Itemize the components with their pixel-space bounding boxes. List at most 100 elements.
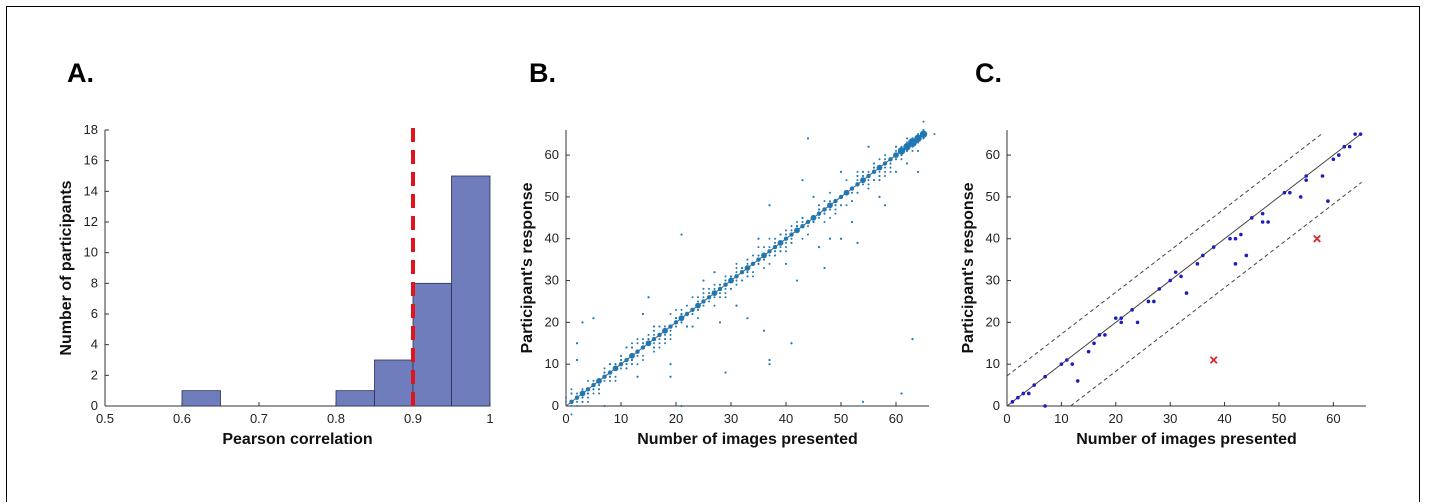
outlier-point <box>608 363 612 366</box>
response-point <box>790 225 793 228</box>
response-point <box>702 287 705 290</box>
hist-x-axis-label: Pearson correlation <box>222 431 372 448</box>
response-point <box>647 338 650 341</box>
response-point <box>884 170 886 173</box>
response-point <box>774 241 776 244</box>
response-point <box>587 400 589 403</box>
response-point <box>719 287 721 290</box>
included-point <box>1168 278 1172 283</box>
histogram-bar <box>181 390 221 407</box>
included-point <box>1130 308 1134 312</box>
response-point <box>884 154 886 157</box>
scatter-b-y-tick-label: 0 <box>552 398 559 413</box>
response-point <box>598 388 600 391</box>
response-point <box>785 229 787 232</box>
outlier-point <box>911 337 914 341</box>
response-point <box>790 229 793 232</box>
diagonal-point <box>574 395 580 400</box>
response-point <box>790 237 793 240</box>
response-point <box>713 296 716 299</box>
diagonal-point <box>805 219 811 225</box>
outlier-point <box>784 262 788 265</box>
response-point <box>895 158 897 161</box>
response-point <box>620 359 622 361</box>
scatter-b-x-axis-label: Number of images presented <box>637 431 858 448</box>
response-point <box>592 392 595 395</box>
response-point <box>581 400 584 403</box>
response-point <box>774 246 776 249</box>
included-point <box>1032 383 1036 387</box>
response-point <box>796 221 798 223</box>
response-point <box>741 267 743 269</box>
included-point <box>1179 274 1183 279</box>
included-point <box>1342 144 1347 149</box>
outlier-point <box>575 342 579 345</box>
panel-c-label: C. <box>975 58 1002 88</box>
response-point <box>697 304 699 307</box>
included-point <box>1026 391 1031 396</box>
response-point <box>845 179 848 182</box>
response-point <box>895 149 897 152</box>
response-point <box>873 162 875 165</box>
response-point <box>818 216 820 219</box>
response-point <box>757 262 760 265</box>
response-point <box>856 170 859 173</box>
response-point <box>834 208 837 211</box>
response-point <box>697 300 699 303</box>
response-point <box>878 166 881 169</box>
scatter-b-y-tick-label: 40 <box>545 231 559 246</box>
response-point <box>845 191 848 194</box>
response-point <box>620 367 622 370</box>
bound-line <box>1070 181 1362 407</box>
response-point <box>576 400 578 403</box>
hist-x-tick-label: 0.7 <box>250 411 268 426</box>
diagonal-point <box>612 365 619 372</box>
response-point <box>675 317 677 320</box>
response-point <box>708 287 710 290</box>
response-point <box>636 354 639 357</box>
response-point <box>653 350 655 353</box>
included-point <box>1173 270 1178 274</box>
included-point <box>1347 144 1352 149</box>
outlier-point <box>746 317 749 320</box>
included-point <box>1298 195 1303 199</box>
response-point <box>719 296 721 299</box>
response-point <box>774 237 776 240</box>
diagonal-point <box>678 315 685 322</box>
outlier-point <box>680 404 683 408</box>
response-point <box>653 333 655 336</box>
response-point <box>702 296 705 299</box>
scatter-b-x-tick-label: 50 <box>834 411 848 426</box>
included-point <box>1010 400 1015 404</box>
response-point <box>922 133 925 136</box>
response-point <box>911 145 914 148</box>
response-point <box>708 296 710 299</box>
outlier-point <box>669 363 672 366</box>
response-point <box>675 308 677 311</box>
scatter-c-y-tick-label: 0 <box>993 398 1000 413</box>
included-point <box>1059 362 1064 366</box>
response-point <box>576 405 578 407</box>
diagonal-point <box>866 173 871 179</box>
diagonal-point <box>777 240 784 246</box>
outlier-point <box>713 271 716 274</box>
included-point <box>1184 291 1189 295</box>
response-point <box>697 296 699 299</box>
response-point <box>779 250 782 253</box>
diagonal-point <box>668 324 673 329</box>
diagonal-point <box>855 182 860 187</box>
response-point <box>763 246 765 249</box>
response-point <box>812 221 815 223</box>
response-point <box>807 225 809 228</box>
excluded-point <box>1313 234 1321 243</box>
response-point <box>779 246 782 249</box>
diagonal-point <box>624 357 629 363</box>
response-point <box>642 338 644 341</box>
response-point <box>895 145 897 148</box>
response-point <box>807 233 809 236</box>
response-point <box>625 363 628 366</box>
response-point <box>906 145 908 148</box>
response-point <box>785 246 787 249</box>
response-point <box>653 338 655 341</box>
outlier-point <box>724 371 727 374</box>
